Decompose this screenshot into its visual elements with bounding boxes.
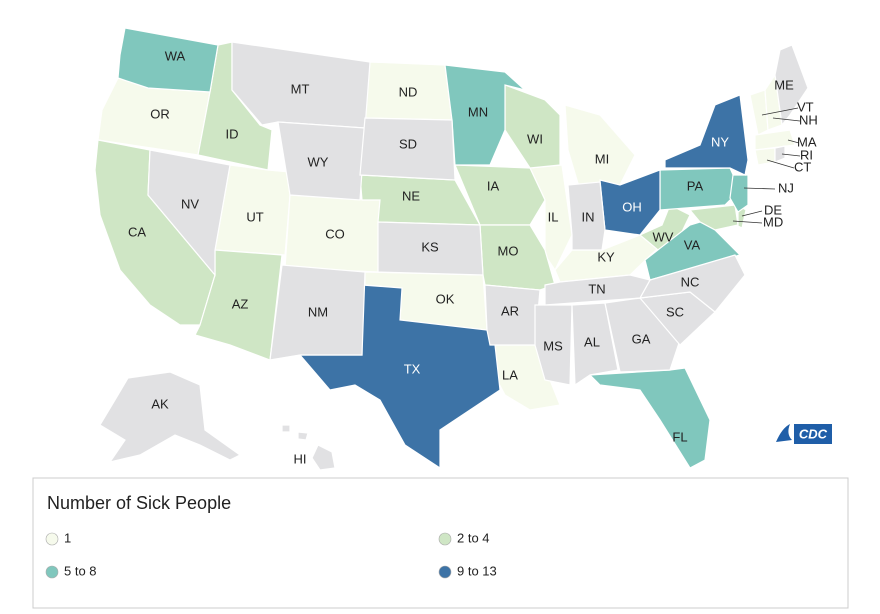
legend-title: Number of Sick People <box>47 493 231 513</box>
state <box>269 264 366 361</box>
state-label: FL <box>672 429 687 444</box>
state-label: NH <box>799 112 818 127</box>
legend-label: 2 to 4 <box>457 530 490 545</box>
state-label: OK <box>436 291 455 306</box>
state-label: NV <box>181 196 199 211</box>
legend-label: 1 <box>64 530 71 545</box>
state-label: CA <box>128 224 146 239</box>
state-label: HI <box>294 451 307 466</box>
legend-swatch <box>45 532 59 546</box>
state <box>688 204 739 231</box>
state-label: MD <box>763 214 783 229</box>
state <box>484 284 541 346</box>
state <box>564 104 636 191</box>
logo-box <box>794 424 832 444</box>
legend-swatch <box>438 565 452 579</box>
state <box>297 431 309 441</box>
state-label: UT <box>246 209 263 224</box>
logo-icon <box>776 424 792 442</box>
state-label: MI <box>595 151 609 166</box>
state-label: AZ <box>232 296 249 311</box>
state <box>298 284 501 470</box>
state <box>377 221 484 276</box>
state <box>311 444 336 471</box>
state-label: OH <box>622 199 642 214</box>
state-label: IN <box>582 209 595 224</box>
state <box>454 164 546 226</box>
state-label: OR <box>150 106 170 121</box>
state-label: IL <box>548 209 559 224</box>
state-label: MS <box>543 338 563 353</box>
state-labels: OR UT CO ND OK IL MI KY LA VT NH MA CT C… <box>128 48 818 466</box>
state-label: WY <box>308 154 329 169</box>
state-label: ME <box>774 77 794 92</box>
state <box>754 129 796 151</box>
state-label: TN <box>588 281 605 296</box>
state-label: MT <box>291 81 310 96</box>
state <box>664 94 749 176</box>
state <box>359 117 456 181</box>
legend-swatch <box>45 565 59 579</box>
state-label: AK <box>151 396 169 411</box>
state <box>277 121 366 201</box>
state-label: WA <box>165 48 186 63</box>
state <box>544 274 651 306</box>
state-label: DE <box>764 202 782 217</box>
state-label: ID <box>226 126 239 141</box>
state-label: AL <box>584 334 600 349</box>
legend-swatch <box>438 532 452 546</box>
state-label: GA <box>632 331 651 346</box>
states <box>94 27 809 471</box>
logo: CDC <box>776 424 832 444</box>
state-label: MO <box>498 243 519 258</box>
state-label: WV <box>653 229 674 244</box>
state-label: MN <box>468 104 488 119</box>
state-label: LA <box>502 367 518 382</box>
state-label: NE <box>402 188 420 203</box>
state <box>774 145 786 163</box>
state-label: NY <box>711 134 729 149</box>
state-label: IA <box>487 178 500 193</box>
state-label: KS <box>421 239 439 254</box>
state-label: RI <box>800 147 813 162</box>
state-label: CT <box>794 159 811 174</box>
logo-text: CDC <box>799 426 828 441</box>
state <box>194 249 283 361</box>
state-label: AR <box>501 303 519 318</box>
state <box>99 371 242 463</box>
state-label: NM <box>308 304 328 319</box>
state <box>571 302 619 387</box>
legend: Number of Sick People 1 2 to 4 5 to 8 9 … <box>32 477 849 609</box>
state <box>117 27 219 93</box>
state <box>588 367 711 469</box>
legend-label: 5 to 8 <box>64 563 97 578</box>
state-label: WI <box>527 131 543 146</box>
state <box>147 149 231 277</box>
state <box>754 147 776 166</box>
state-label: VT <box>797 99 814 114</box>
state <box>567 181 606 251</box>
leader-lines <box>732 107 801 224</box>
state-label: TX <box>404 361 421 376</box>
state-label: MA <box>797 134 817 149</box>
state-label: KY <box>597 249 615 264</box>
state-label: SD <box>399 136 417 151</box>
state-label: ND <box>399 84 418 99</box>
state-label: PA <box>687 178 704 193</box>
state <box>504 84 561 169</box>
state <box>774 44 809 127</box>
legend-label: 9 to 13 <box>457 563 497 578</box>
state-label: CO <box>325 226 345 241</box>
state-label: NJ <box>778 180 794 195</box>
state <box>534 304 573 386</box>
state-label: SC <box>666 304 684 319</box>
state-label: NC <box>681 274 700 289</box>
state-label: VA <box>684 237 701 252</box>
state <box>281 424 291 433</box>
